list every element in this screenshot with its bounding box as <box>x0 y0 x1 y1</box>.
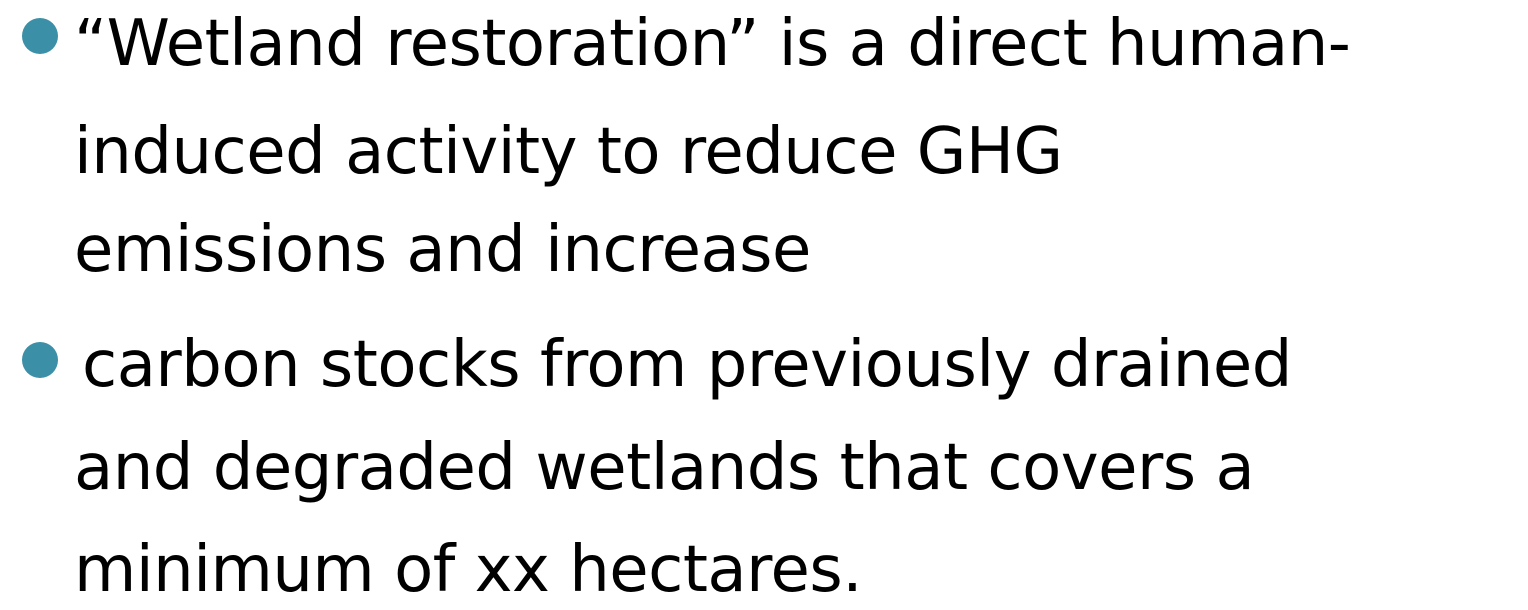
bullet-line: and degraded wetlands that covers a <box>74 431 1255 505</box>
bullet-line: “Wetland restoration” is a direct human- <box>74 7 1351 81</box>
bullet-line: emissions and increase <box>74 213 811 287</box>
bullet-dot <box>22 342 58 378</box>
bullet-line: induced activity to reduce GHG <box>74 115 1063 189</box>
bullet-line: minimum of xx hectares. <box>74 533 863 607</box>
bullet-dot <box>22 18 58 54</box>
bullet-line: carbon stocks from previously drained <box>82 328 1292 402</box>
